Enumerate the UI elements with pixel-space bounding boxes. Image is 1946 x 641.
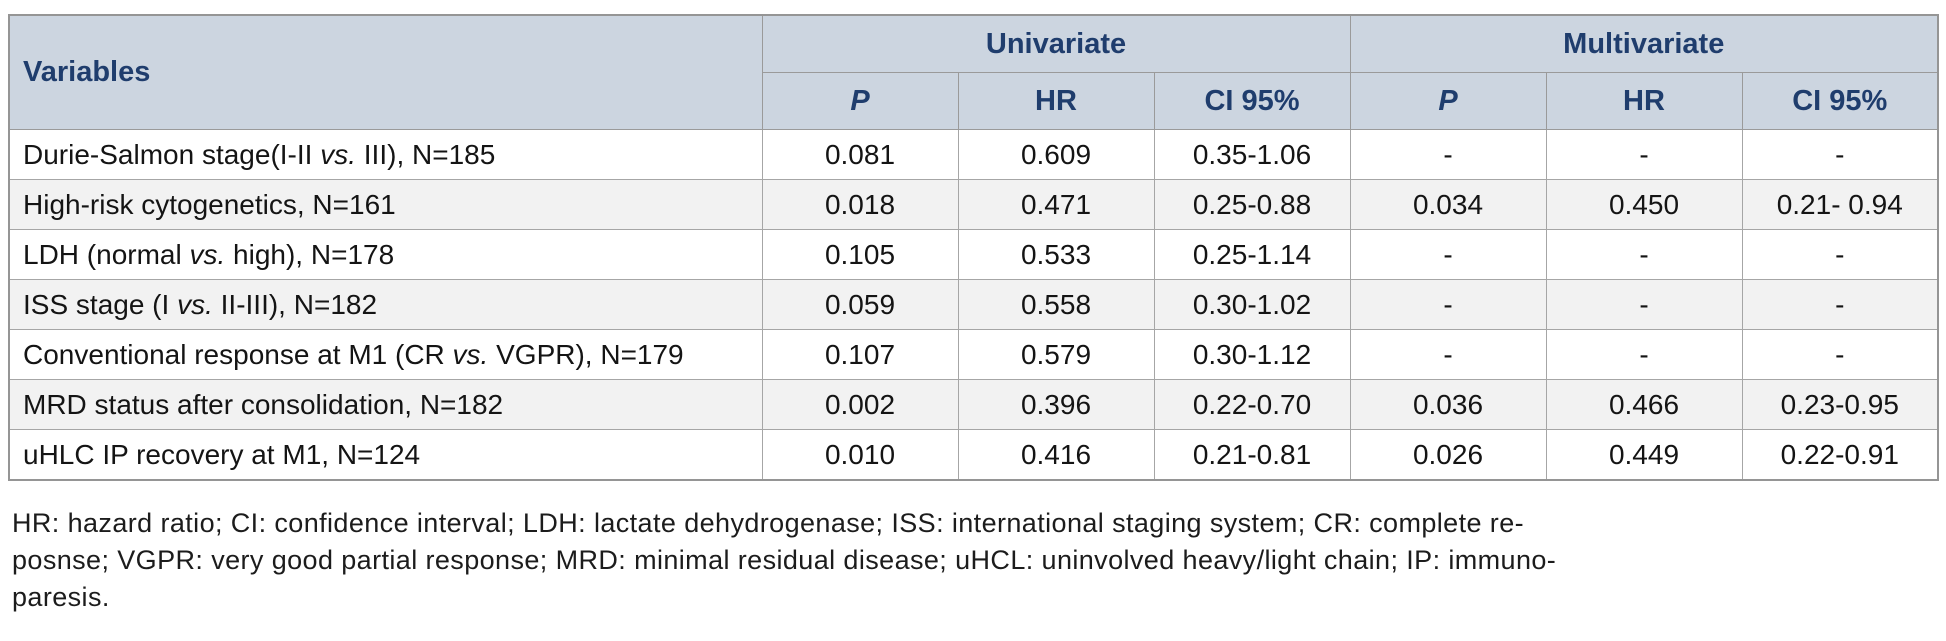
multivariate-hr-cell: -: [1545, 279, 1743, 330]
table-row: Conventional response at M1 (CR vs. VGPR…: [8, 329, 1939, 380]
variable-text: Durie-Salmon stage(I-II: [23, 138, 321, 170]
multivariate-p-cell: 0.034: [1349, 179, 1547, 230]
multivariate-ci-cell: 0.22-0.91: [1741, 429, 1939, 481]
column-header-univariate-hr: HR: [957, 72, 1155, 130]
multivariate-ci-cell: -: [1741, 329, 1939, 380]
multivariate-p-cell: 0.036: [1349, 379, 1547, 430]
table-row: LDH (normal vs. high), N=178 0.105 0.533…: [8, 229, 1939, 280]
univariate-ci-cell: 0.22-0.70: [1153, 379, 1351, 430]
variable-text: MRD status after consolidation, N=182: [23, 388, 504, 420]
column-header-univariate-p: P: [761, 72, 959, 130]
multivariate-hr-cell: 0.466: [1545, 379, 1743, 430]
univariate-ci-cell: 0.30-1.02: [1153, 279, 1351, 330]
column-header-multivariate-ci: CI 95%: [1741, 72, 1939, 130]
variable-cell: uHLC IP recovery at M1, N=124: [8, 429, 763, 481]
variable-text-italic: vs.: [189, 238, 226, 270]
column-group-multivariate: Multivariate: [1349, 14, 1939, 73]
cox-regression-table: Variables Univariate Multivariate P HR C…: [8, 14, 1940, 481]
univariate-ci-cell: 0.30-1.12: [1153, 329, 1351, 380]
multivariate-hr-cell: -: [1545, 129, 1743, 180]
univariate-hr-cell: 0.471: [957, 179, 1155, 230]
abbreviations-footnote: HR: hazard ratio; CI: confidence interva…: [8, 481, 1938, 616]
univariate-ci-cell: 0.21-0.81: [1153, 429, 1351, 481]
variable-text-italic: vs.: [452, 338, 489, 370]
table-row: Durie-Salmon stage(I-II vs. III), N=185 …: [8, 129, 1939, 180]
column-header-multivariate-hr: HR: [1545, 72, 1743, 130]
variable-cell: Conventional response at M1 (CR vs. VGPR…: [8, 329, 763, 380]
variable-cell: High-risk cytogenetics, N=161: [8, 179, 763, 230]
header-group-row: Variables Univariate Multivariate: [8, 14, 1939, 130]
univariate-p-cell: 0.059: [761, 279, 959, 330]
univariate-ci-cell: 0.25-0.88: [1153, 179, 1351, 230]
table-body: Durie-Salmon stage(I-II vs. III), N=185 …: [8, 129, 1939, 481]
multivariate-hr-cell: 0.450: [1545, 179, 1743, 230]
column-group-univariate: Univariate: [761, 14, 1351, 73]
variable-cell: Durie-Salmon stage(I-II vs. III), N=185: [8, 129, 763, 180]
variable-text: II-III), N=182: [212, 288, 378, 320]
variable-text: III), N=185: [356, 138, 496, 170]
univariate-hr-cell: 0.416: [957, 429, 1155, 481]
univariate-p-cell: 0.018: [761, 179, 959, 230]
multivariate-p-cell: -: [1349, 129, 1547, 180]
variable-text: VGPR), N=179: [488, 338, 684, 370]
variable-text-italic: vs.: [320, 138, 356, 170]
variable-text: high), N=178: [225, 238, 395, 270]
variable-text-italic: vs.: [177, 288, 213, 320]
multivariate-ci-cell: 0.23-0.95: [1741, 379, 1939, 430]
variable-text: LDH (normal: [23, 238, 190, 270]
header-sub-row: P HR CI 95% P HR CI 95%: [9, 72, 1939, 130]
variable-cell: ISS stage (I vs. II-III), N=182: [8, 279, 763, 330]
table-header: Variables Univariate Multivariate P HR C…: [8, 14, 1939, 130]
multivariate-p-cell: -: [1349, 229, 1547, 280]
variable-text: ISS stage (I: [23, 288, 178, 320]
variable-cell: LDH (normal vs. high), N=178: [8, 229, 763, 280]
table-row: MRD status after consolidation, N=182 0.…: [8, 379, 1939, 430]
multivariate-ci-cell: 0.21- 0.94: [1741, 179, 1939, 230]
multivariate-ci-cell: -: [1741, 229, 1939, 280]
univariate-hr-cell: 0.609: [957, 129, 1155, 180]
variable-text: Conventional response at M1 (CR: [23, 338, 453, 370]
column-header-multivariate-p: P: [1349, 72, 1547, 130]
univariate-p-cell: 0.081: [761, 129, 959, 180]
univariate-hr-cell: 0.579: [957, 329, 1155, 380]
univariate-p-cell: 0.002: [761, 379, 959, 430]
table-row: uHLC IP recovery at M1, N=124 0.010 0.41…: [8, 429, 1939, 481]
variable-cell: MRD status after consolidation, N=182: [8, 379, 763, 430]
footnote-line: posnse; VGPR: very good partial response…: [12, 545, 1557, 575]
univariate-p-cell: 0.107: [761, 329, 959, 380]
multivariate-hr-cell: 0.449: [1545, 429, 1743, 481]
table-row: High-risk cytogenetics, N=161 0.018 0.47…: [8, 179, 1939, 230]
multivariate-p-cell: 0.026: [1349, 429, 1547, 481]
univariate-p-cell: 0.105: [761, 229, 959, 280]
univariate-hr-cell: 0.558: [957, 279, 1155, 330]
multivariate-p-cell: -: [1349, 279, 1547, 330]
variable-text: High-risk cytogenetics, N=161: [23, 188, 396, 220]
table-row: ISS stage (I vs. II-III), N=182 0.059 0.…: [8, 279, 1939, 330]
column-header-univariate-ci: CI 95%: [1153, 72, 1351, 130]
column-header-variables: Variables: [8, 14, 763, 130]
univariate-ci-cell: 0.35-1.06: [1153, 129, 1351, 180]
univariate-ci-cell: 0.25-1.14: [1153, 229, 1351, 280]
multivariate-hr-cell: -: [1545, 229, 1743, 280]
univariate-p-cell: 0.010: [761, 429, 959, 481]
multivariate-p-cell: -: [1349, 329, 1547, 380]
variable-text: uHLC IP recovery at M1, N=124: [23, 438, 421, 470]
univariate-hr-cell: 0.396: [957, 379, 1155, 430]
footnote-line: paresis.: [12, 582, 110, 612]
multivariate-ci-cell: -: [1741, 279, 1939, 330]
multivariate-ci-cell: -: [1741, 129, 1939, 180]
multivariate-hr-cell: -: [1545, 329, 1743, 380]
footnote-line: HR: hazard ratio; CI: confidence interva…: [12, 508, 1525, 538]
univariate-hr-cell: 0.533: [957, 229, 1155, 280]
